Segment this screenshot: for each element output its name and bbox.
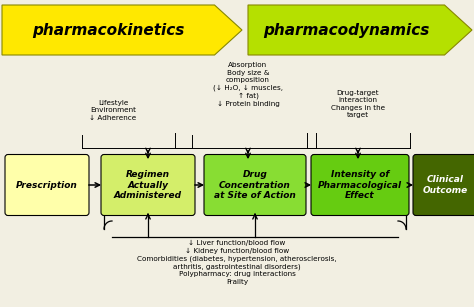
FancyBboxPatch shape [5, 154, 89, 216]
Text: Absorption
Body size &
composition
(↓ H₂O, ↓ muscles,
↑ fat)
↓ Protein binding: Absorption Body size & composition (↓ H₂… [213, 62, 283, 107]
FancyBboxPatch shape [413, 154, 474, 216]
Text: Clinical
Outcome: Clinical Outcome [422, 175, 468, 195]
Text: Regimen
Actually
Administered: Regimen Actually Administered [114, 170, 182, 200]
FancyBboxPatch shape [204, 154, 306, 216]
Text: Intensity of
Pharmacological
Effect: Intensity of Pharmacological Effect [318, 170, 402, 200]
Text: Drug-target
interaction
Changes in the
target: Drug-target interaction Changes in the t… [331, 90, 385, 119]
Text: Drug
Concentration
at Site of Action: Drug Concentration at Site of Action [214, 170, 296, 200]
Text: ↓ Liver function/blood flow
↓ Kidney function/blood flow
Comorbidities (diabetes: ↓ Liver function/blood flow ↓ Kidney fun… [137, 240, 337, 285]
Text: pharmacodynamics: pharmacodynamics [263, 22, 429, 37]
Polygon shape [248, 5, 472, 55]
Text: pharmacokinetics: pharmacokinetics [32, 22, 184, 37]
FancyBboxPatch shape [311, 154, 409, 216]
Polygon shape [2, 5, 242, 55]
FancyBboxPatch shape [101, 154, 195, 216]
Text: Lifestyle
Environment
↓ Adherence: Lifestyle Environment ↓ Adherence [90, 100, 137, 121]
Text: Prescription: Prescription [16, 181, 78, 189]
